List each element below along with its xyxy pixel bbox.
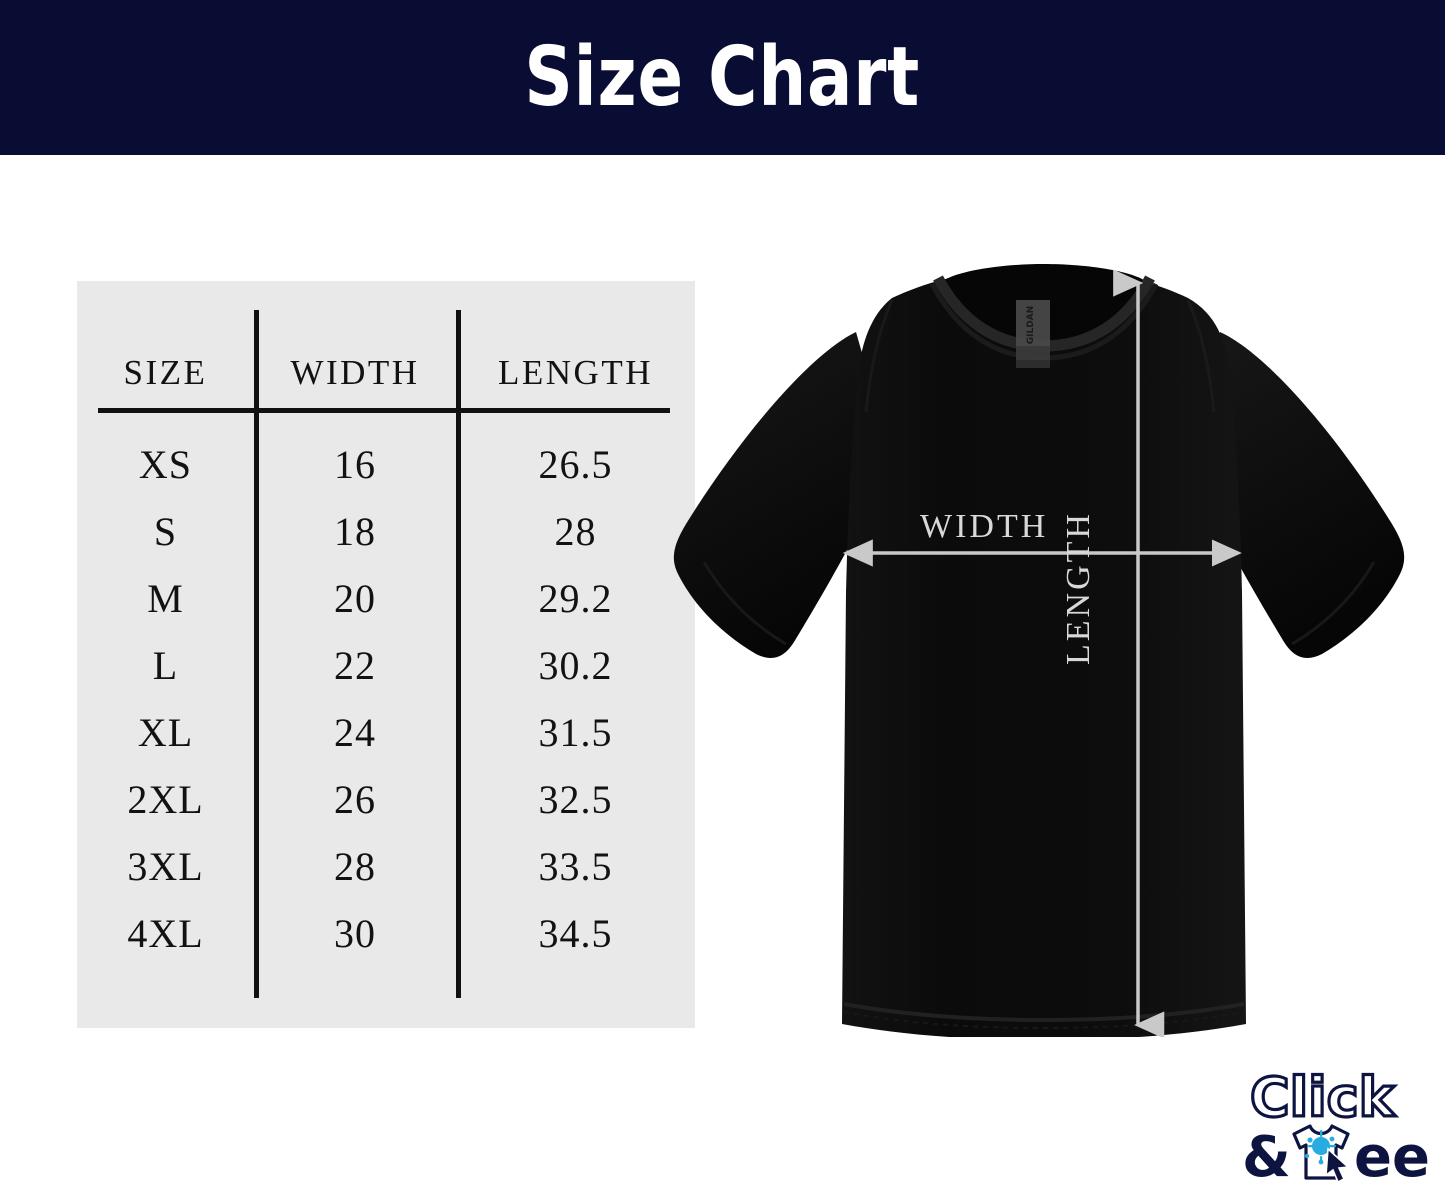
cell-width: 24 [334, 710, 376, 755]
table-row: 4XL 30 34.5 [77, 900, 695, 967]
cell-width: 28 [334, 844, 376, 889]
cell-length: 31.5 [538, 710, 613, 755]
size-table-panel: SIZE WIDTH LENGTH XS 16 26.5 S 18 28 M 2… [77, 281, 695, 1028]
cell-width: 20 [334, 576, 376, 621]
table-row: S 18 28 [77, 498, 695, 565]
cell-length: 30.2 [538, 643, 613, 688]
table-header-rule [98, 408, 670, 413]
table-row: XS 16 26.5 [77, 431, 695, 498]
column-header-length: LENGTH [498, 353, 653, 392]
cell-size: L [152, 643, 179, 688]
left-sleeve-hem [702, 561, 787, 646]
column-header-width: WIDTH [290, 353, 420, 392]
cell-width: 30 [334, 911, 376, 956]
gildan-neck-tag: GILDAN [1016, 300, 1050, 368]
cell-size: S [153, 509, 178, 554]
logo-ee-text: ee [1354, 1125, 1430, 1186]
cell-size: 3XL [127, 844, 204, 889]
cell-length: 34.5 [538, 911, 613, 956]
cell-size: 4XL [127, 911, 204, 956]
left-sleeve [673, 332, 892, 658]
cell-width: 16 [334, 442, 376, 487]
length-measurement-label: LENGTH [1060, 511, 1097, 665]
gildan-tag-text: GILDAN [1026, 306, 1036, 344]
cell-length: 32.5 [538, 777, 613, 822]
page-title: Size Chart [524, 30, 921, 125]
cell-width: 26 [334, 777, 376, 822]
column-header-size: SIZE [123, 353, 208, 392]
table-row: XL 24 31.5 [77, 699, 695, 766]
brand-logo: Click & ee [1236, 1066, 1432, 1186]
bottom-hem-stitch [843, 1011, 1245, 1030]
right-sleeve [1186, 332, 1405, 658]
table-row: L 22 30.2 [77, 632, 695, 699]
cell-length: 26.5 [538, 442, 613, 487]
tshirt-illustration: GILDAN [660, 262, 1430, 1037]
table-body: XS 16 26.5 S 18 28 M 20 29.2 L 22 30.2 X… [77, 431, 695, 967]
table-column-divider [456, 310, 461, 998]
cell-length: 29.2 [538, 576, 613, 621]
cell-size: 2XL [127, 777, 204, 822]
logo-ampersand: & [1242, 1125, 1291, 1186]
logo-click-text: Click [1250, 1066, 1396, 1129]
cell-length: 33.5 [538, 844, 613, 889]
right-shoulder-seam [1186, 299, 1216, 413]
cell-length: 28 [554, 509, 597, 554]
shirt-body [842, 272, 1246, 1037]
left-shoulder-seam [864, 299, 894, 413]
table-row: 3XL 28 33.5 [77, 833, 695, 900]
size-table: SIZE WIDTH LENGTH XS 16 26.5 S 18 28 M 2… [77, 281, 695, 1028]
logo-tshirt-icon [1292, 1124, 1350, 1184]
right-sleeve-hem [1291, 561, 1376, 646]
cell-width: 18 [334, 509, 376, 554]
bottom-hem [843, 1002, 1245, 1023]
paint-splatter-icon [1304, 1130, 1336, 1165]
table-row: M 20 29.2 [77, 565, 695, 632]
cell-size: M [147, 576, 184, 621]
header-banner: Size Chart [0, 0, 1445, 155]
table-header-row: SIZE WIDTH LENGTH [77, 347, 695, 399]
width-measurement-label: WIDTH [920, 508, 1049, 545]
cursor-arrow-icon [1325, 1147, 1350, 1184]
cell-width: 22 [334, 643, 376, 688]
table-column-divider [254, 310, 259, 998]
cell-size: XL [137, 710, 194, 755]
cell-size: XS [138, 442, 193, 487]
table-row: 2XL 26 32.5 [77, 766, 695, 833]
